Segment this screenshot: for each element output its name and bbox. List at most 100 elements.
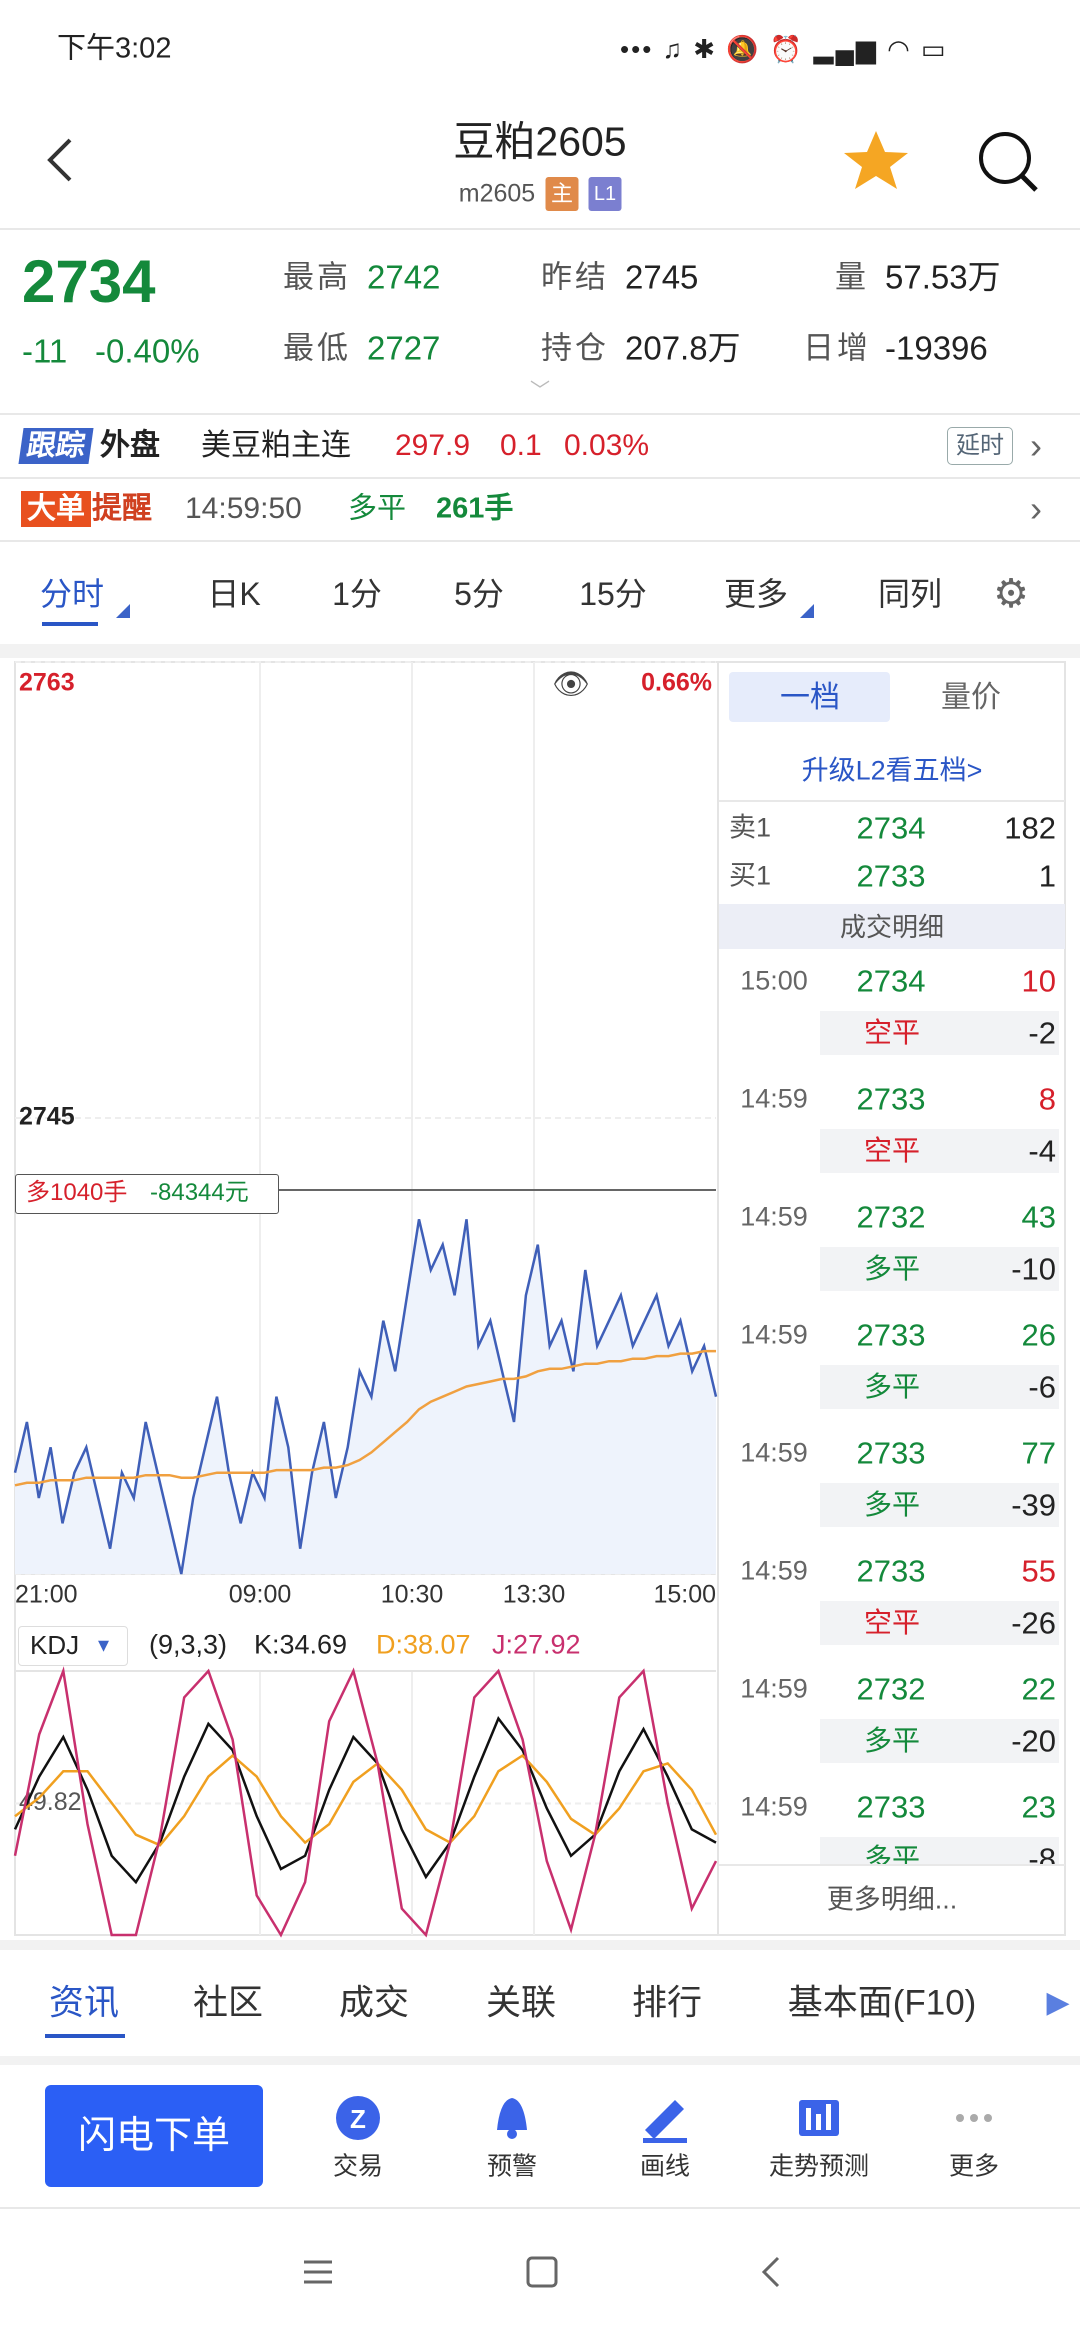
bigorder-dir: 多平 [348, 492, 407, 525]
trade-qty: 8 [1038, 1081, 1056, 1117]
divider [0, 540, 1080, 542]
stat-label: 持仓 [541, 330, 609, 366]
order-button[interactable] [45, 2085, 263, 2187]
trade-band [820, 1011, 1059, 1055]
trade-type: 多平 [863, 1843, 921, 1865]
side-tab-active[interactable] [729, 672, 890, 722]
tag: 主 [545, 177, 579, 211]
price-area [15, 1219, 716, 1574]
trade-qty: 55 [1021, 1553, 1056, 1589]
bottom-tab[interactable]: 排行 [631, 1983, 703, 2023]
period-tab[interactable]: 15分 [579, 576, 647, 612]
tag: 提醒 [92, 492, 152, 525]
expand-chevron[interactable]: ﹀ [530, 380, 550, 402]
book-qty: 182 [1004, 810, 1056, 846]
j-value: J:27.92 [492, 1629, 581, 1660]
detail-title: 成交明细 [839, 912, 945, 942]
trade-time: 15:00 [740, 965, 808, 996]
detail-band [719, 904, 1065, 949]
trade-qty: 77 [1021, 1435, 1056, 1471]
y-tick-label: 2763 [19, 669, 75, 697]
indicator-select[interactable] [18, 1626, 128, 1666]
trade-qty: 26 [1021, 1317, 1056, 1353]
x-tick-label: 10:30 [381, 1581, 444, 1609]
stat-label: 最低 [283, 330, 351, 366]
series-line [14, 1349, 716, 1487]
trade-price: 2733 [856, 1081, 926, 1117]
trade-band [820, 1601, 1059, 1645]
tag: 外盘 [100, 429, 160, 462]
trade-band [820, 1483, 1059, 1527]
divider [719, 1864, 1065, 1866]
divider [719, 800, 1065, 802]
chevron: ▾ [98, 1632, 110, 1657]
series-line [13, 1666, 718, 1938]
period-tab[interactable]: 5分 [454, 576, 504, 612]
more-detail[interactable]: 更多明细... [826, 1884, 958, 1915]
scroll-arrow[interactable]: ▶ [1046, 1986, 1070, 2019]
trade-price: 2733 [856, 1435, 926, 1471]
period-tab[interactable]: 更多 [723, 576, 789, 612]
trade-time: 14:59 [740, 1673, 808, 1704]
period-tab[interactable]: 分时 [39, 576, 105, 612]
stat-label: 量 [835, 259, 869, 295]
action-label[interactable]: 走势预测 [768, 2152, 870, 2181]
trade-price: 2733 [856, 1553, 926, 1589]
trade-band [820, 1129, 1059, 1173]
settings-button[interactable]: ⚙ [993, 572, 1029, 616]
action-label[interactable]: 预警 [486, 2152, 538, 2181]
stat-label: 最高 [283, 259, 351, 295]
upgrade-link[interactable]: 升级L2看五档> [801, 755, 983, 786]
bottom-tab[interactable]: 关联 [485, 1983, 557, 2023]
trade-change: -20 [1011, 1723, 1056, 1759]
period-tab[interactable]: 同列 [877, 576, 943, 612]
trade-type: 空平 [863, 1017, 921, 1048]
star-button[interactable] [844, 131, 908, 189]
order-label: 闪电下单 [77, 2115, 231, 2157]
series-line [13, 1716, 717, 1885]
trade-change: -39 [1011, 1487, 1056, 1523]
trade-qty: 10 [1021, 963, 1056, 999]
bottom-tab[interactable]: 成交 [338, 1983, 410, 2023]
period-tab[interactable]: 1分 [332, 576, 382, 612]
x-tick-label: 15:00 [653, 1581, 716, 1609]
bottom-tab[interactable]: 基本面(F10) [787, 1983, 977, 2023]
action-label[interactable]: 交易 [332, 2152, 384, 2181]
action-label[interactable]: 更多 [948, 2152, 1000, 2181]
trade-change: -26 [1011, 1605, 1056, 1641]
trade-change: -10 [1011, 1251, 1056, 1287]
divider [0, 228, 1080, 230]
period-tab[interactable]: 日K [207, 576, 261, 612]
k-value: K:34.69 [254, 1629, 348, 1660]
book-price: 2734 [856, 810, 926, 846]
band [0, 1940, 1080, 1950]
indicator-name: KDJ [30, 1630, 80, 1660]
arrow[interactable]: › [1030, 488, 1042, 529]
indicator-params: (9,3,3) [149, 1629, 228, 1660]
bottom-tab[interactable]: 资讯 [48, 1983, 120, 2023]
search-button[interactable] [979, 132, 1031, 184]
eye-icon[interactable]: 👁 [551, 668, 591, 701]
trade-qty: 43 [1021, 1199, 1056, 1235]
stat-label: 日增 [803, 330, 871, 366]
side-tab[interactable]: 一档 [780, 681, 840, 714]
nav-bar[interactable] [304, 2256, 780, 2288]
stat-value: 2727 [367, 329, 441, 367]
y-tick-label: 2745 [19, 1103, 75, 1131]
position-box[interactable] [15, 1174, 279, 1214]
trade-time: 14:59 [740, 1319, 808, 1350]
side-tab[interactable]: 量价 [941, 681, 1001, 714]
arrow[interactable]: › [1030, 425, 1042, 466]
back-button[interactable] [47, 138, 72, 182]
band [0, 644, 1080, 658]
stat-value: 57.53万 [885, 258, 1001, 296]
divider [0, 477, 1080, 479]
corner-mark [800, 604, 814, 618]
bottom-tab[interactable]: 社区 [192, 1983, 264, 2023]
trade-price: 2734 [856, 963, 926, 999]
tab-underline [45, 2034, 125, 2038]
action-label[interactable]: 画线 [639, 2152, 691, 2181]
trade-price: 2732 [856, 1199, 926, 1235]
bigorder-qty: 261手 [436, 492, 514, 525]
